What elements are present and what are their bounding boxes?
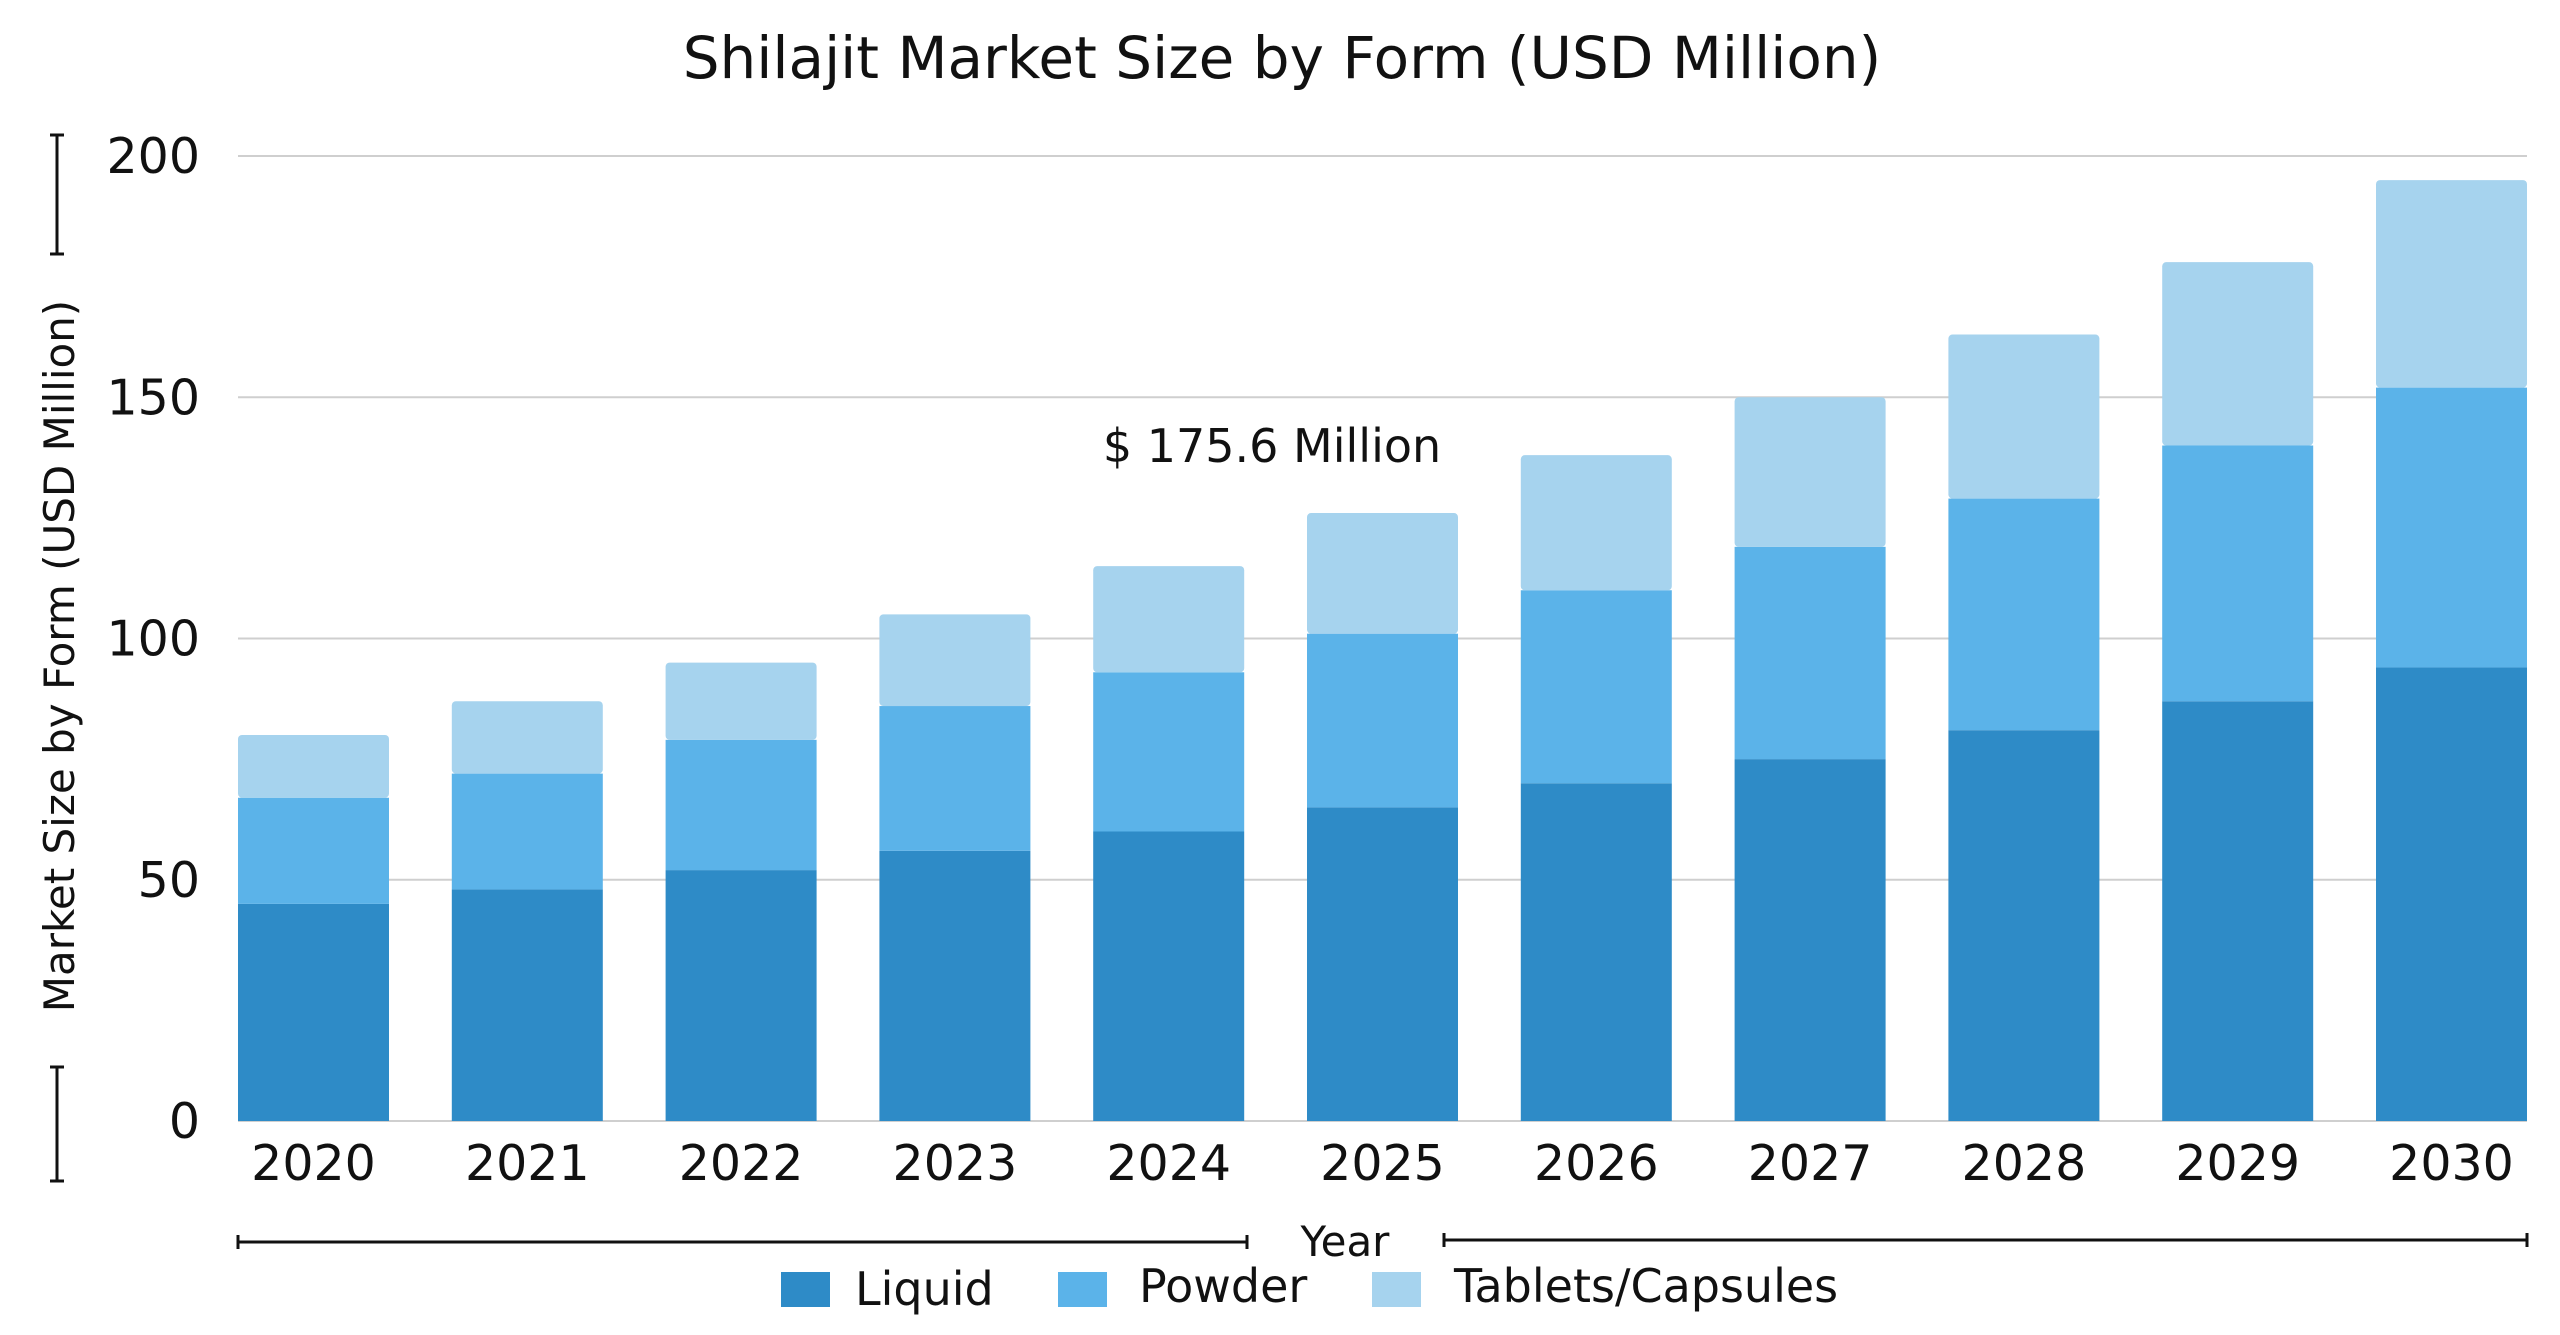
bar-liquid-2029 xyxy=(2162,701,2314,1121)
legend-swatch-tablets-capsules xyxy=(1372,1272,1421,1307)
y-tick-label: 50 xyxy=(138,852,200,909)
y-tick-labels: 0 50 100 150 200 xyxy=(106,128,200,1150)
bar-powder-2028 xyxy=(1948,498,2100,731)
bar-powder-2025 xyxy=(1307,633,1458,808)
bar-tablets-capsules-2027 xyxy=(1734,397,1886,547)
bar-liquid-2026 xyxy=(1520,783,1672,1121)
legend-swatch-liquid xyxy=(781,1272,830,1307)
x-tick-label: 2024 xyxy=(1106,1135,1231,1192)
bar-tablets-capsules-2021 xyxy=(451,701,603,774)
annotation-label: $ 175.6 Million xyxy=(1103,419,1441,473)
bar-tablets-capsules-2025 xyxy=(1307,513,1458,634)
legend: Liquid Powder Tablets/Capsules xyxy=(781,1259,1838,1316)
bar-powder-2024 xyxy=(1093,672,1245,832)
bar-powder-2020 xyxy=(238,797,389,904)
bar-tablets-capsules-2030 xyxy=(2376,180,2527,388)
y-tick-label: 100 xyxy=(106,611,200,668)
bar-tablets-capsules-2028 xyxy=(1948,334,2100,499)
bar-tablets-capsules-2023 xyxy=(879,614,1031,707)
x-axis-label: Year xyxy=(1300,1217,1391,1266)
bar-powder-2027 xyxy=(1734,546,1886,760)
bar-liquid-2021 xyxy=(451,889,603,1121)
legend-swatch-powder xyxy=(1058,1272,1107,1307)
legend-label-liquid: Liquid xyxy=(855,1262,994,1316)
bar-liquid-2025 xyxy=(1307,807,1458,1121)
bar-tablets-capsules-2020 xyxy=(238,735,389,798)
y-axis-bracket xyxy=(50,133,64,1183)
bar-powder-2029 xyxy=(2162,445,2314,702)
x-axis-bracket xyxy=(236,1233,2529,1249)
bar-liquid-2024 xyxy=(1093,831,1245,1121)
legend-item-tablets-capsules: Tablets/Capsules xyxy=(1372,1259,1838,1313)
chart-title: Shilajit Market Size by Form (USD Millio… xyxy=(683,24,1882,92)
x-tick-label: 2023 xyxy=(893,1135,1018,1192)
x-tick-label: 2028 xyxy=(1962,1135,2087,1192)
x-tick-label: 2027 xyxy=(1748,1135,1873,1192)
bar-tablets-capsules-2024 xyxy=(1093,566,1245,673)
bar-powder-2022 xyxy=(665,739,817,871)
bar-powder-2023 xyxy=(879,706,1031,851)
bar-powder-2030 xyxy=(2376,387,2527,668)
legend-label-tablets-capsules: Tablets/Capsules xyxy=(1453,1259,1838,1313)
x-tick-label: 2026 xyxy=(1534,1135,1659,1192)
bar-liquid-2022 xyxy=(665,870,817,1121)
x-tick-label: 2029 xyxy=(2175,1135,2300,1192)
bar-tablets-capsules-2029 xyxy=(2162,262,2314,446)
x-tick-labels: 2020 2021 2022 2023 2024 2025 2026 2027 2028 2029… xyxy=(251,1135,2514,1192)
y-tick-label: 200 xyxy=(106,128,200,185)
bar-tablets-capsules-2022 xyxy=(665,662,817,740)
x-tick-label: 2022 xyxy=(679,1135,804,1192)
legend-item-powder: Powder xyxy=(1058,1259,1307,1313)
bar-liquid-2030 xyxy=(2376,667,2527,1121)
bar-powder-2021 xyxy=(451,773,603,890)
bar-liquid-2023 xyxy=(879,850,1031,1121)
bar-liquid-2028 xyxy=(1948,730,2100,1121)
bar-liquid-2020 xyxy=(238,903,389,1121)
bar-tablets-capsules-2026 xyxy=(1520,455,1672,591)
bar-powder-2026 xyxy=(1520,590,1672,784)
y-tick-label: 0 xyxy=(169,1093,200,1150)
legend-item-liquid: Liquid xyxy=(781,1262,994,1316)
y-axis-label: Market Size by Form (USD Million) xyxy=(35,300,84,1012)
legend-label-powder: Powder xyxy=(1139,1259,1307,1313)
x-tick-label: 2021 xyxy=(465,1135,590,1192)
bars xyxy=(238,180,2527,1121)
x-tick-label: 2030 xyxy=(2389,1135,2514,1192)
x-tick-label: 2025 xyxy=(1320,1135,1445,1192)
bar-liquid-2027 xyxy=(1734,759,1886,1121)
x-tick-label: 2020 xyxy=(251,1135,376,1192)
y-tick-label: 150 xyxy=(106,369,200,426)
